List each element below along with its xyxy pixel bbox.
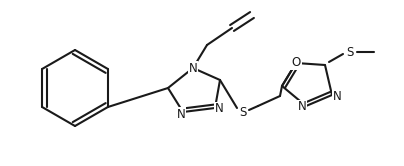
Text: N: N [189, 61, 198, 75]
Text: S: S [346, 45, 354, 58]
Text: N: N [332, 89, 341, 102]
Text: N: N [215, 102, 223, 116]
Text: N: N [177, 108, 185, 121]
Text: S: S [239, 106, 247, 119]
Text: O: O [291, 56, 301, 70]
Text: N: N [298, 100, 306, 114]
